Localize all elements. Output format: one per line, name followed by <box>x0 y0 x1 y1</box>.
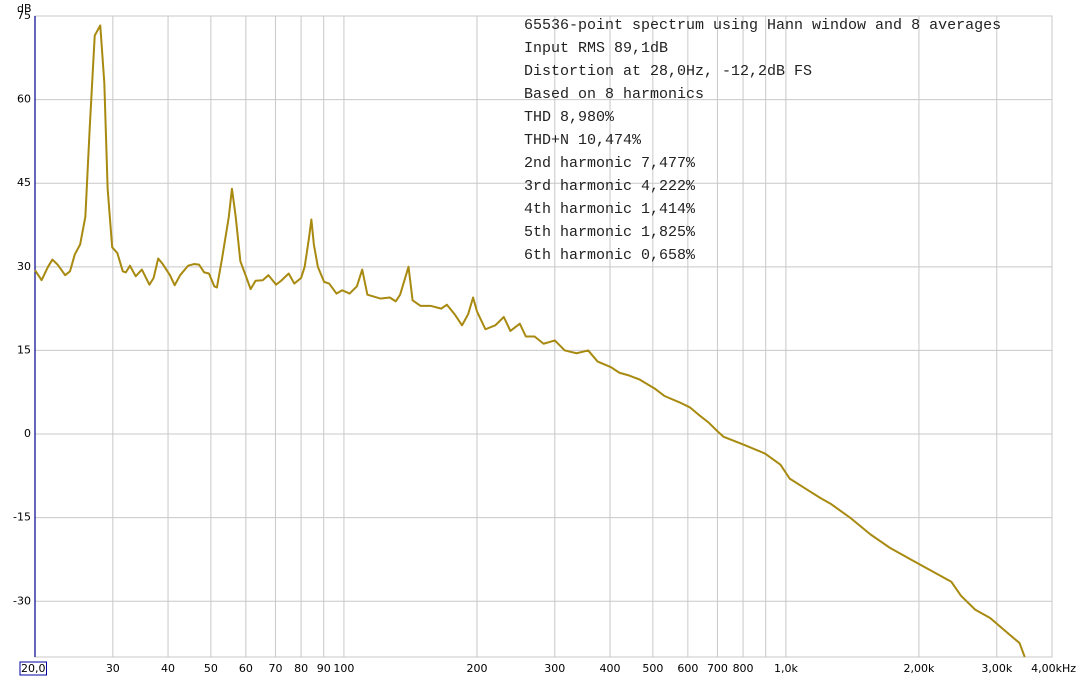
annotation: THD+N 10,474% <box>524 132 642 149</box>
y-axis-label: dB <box>17 2 32 15</box>
x-tick-label: 1,0k <box>774 662 798 675</box>
y-tick-label: 45 <box>17 176 31 189</box>
x-tick-label: 20,0 <box>21 662 46 675</box>
annotation: Input RMS 89,1dB <box>524 40 668 57</box>
x-tick-label: 100 <box>333 662 354 675</box>
y-tick-label: 15 <box>17 343 31 356</box>
y-tick-label: -30 <box>13 594 31 607</box>
x-tick-label: 30 <box>106 662 120 675</box>
y-tick-label: -15 <box>13 511 31 524</box>
x-tick-label: 4,00kHz <box>1031 662 1076 675</box>
annotation: 5th harmonic 1,825% <box>524 224 696 241</box>
x-tick-label: 500 <box>642 662 663 675</box>
y-tick-label: 0 <box>24 427 31 440</box>
x-tick-label: 60 <box>239 662 253 675</box>
annotation: 65536-point spectrum using Hann window a… <box>524 17 1001 34</box>
x-tick-label: 3,00k <box>981 662 1012 675</box>
x-tick-label: 300 <box>544 662 565 675</box>
annotation: 6th harmonic 0,658% <box>524 247 696 264</box>
y-tick-label: 60 <box>17 93 31 106</box>
y-tick-label: 30 <box>17 260 31 273</box>
x-tick-label: 50 <box>204 662 218 675</box>
annotation: 2nd harmonic 7,477% <box>524 155 696 172</box>
y-tick-label: 75 <box>17 9 31 22</box>
x-tick-label: 200 <box>466 662 487 675</box>
zoom-box <box>19 661 47 676</box>
x-tick-label: 600 <box>677 662 698 675</box>
x-tick-label: 700 <box>707 662 728 675</box>
annotation: Based on 8 harmonics <box>524 86 704 103</box>
x-tick-label: 70 <box>268 662 282 675</box>
annotation: Distortion at 28,0Hz, -12,2dB FS <box>524 63 812 80</box>
x-tick-label: 40 <box>161 662 175 675</box>
x-tick-label: 80 <box>294 662 308 675</box>
x-tick-label: 2,00k <box>904 662 935 675</box>
x-tick-label: 90 <box>317 662 331 675</box>
annotation: THD 8,980% <box>524 109 615 126</box>
spectrum-line <box>34 24 1026 658</box>
annotation: 4th harmonic 1,414% <box>524 201 696 218</box>
x-tick-label: 800 <box>733 662 754 675</box>
annotation: 3rd harmonic 4,222% <box>524 178 696 195</box>
x-tick-label: 400 <box>600 662 621 675</box>
